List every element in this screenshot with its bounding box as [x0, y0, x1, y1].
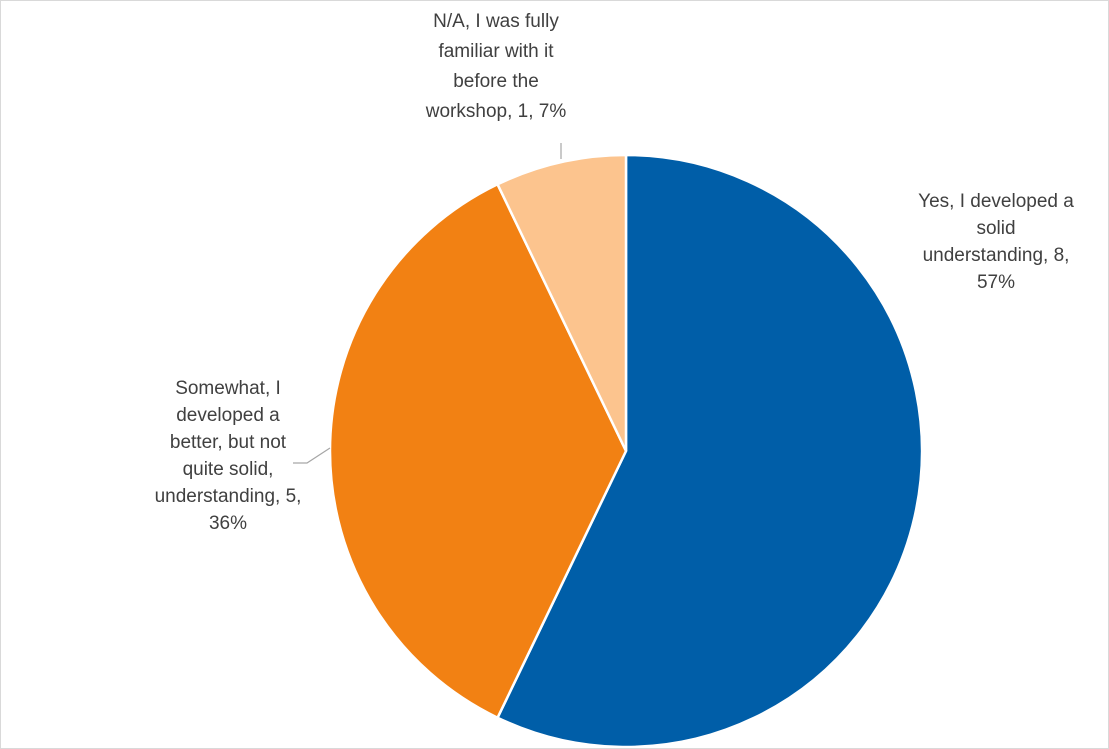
data-label-line: 36%	[209, 513, 247, 534]
leader-lines	[293, 143, 562, 464]
data-labels: Yes, I developed a solid understanding, 8,…	[155, 11, 1075, 534]
data-label-line: quite solid,	[183, 459, 274, 480]
pie-slice-1	[495, 153, 924, 748]
data-label-line: before the	[453, 71, 539, 92]
pie-slice-3	[495, 153, 628, 452]
pie-slice-2	[328, 182, 628, 720]
data-label-line: understanding, 8,	[923, 245, 1070, 266]
data-label-1: Yes, I developed a solid understanding, 8,…	[918, 191, 1074, 293]
data-label-line: familiar with it	[438, 41, 554, 62]
data-label-line: 57%	[977, 272, 1015, 293]
data-label-2: Somewhat, I developed a better, but not qui…	[155, 378, 302, 534]
leader-line-2	[293, 447, 331, 464]
data-label-line: N/A, I was fully	[433, 11, 559, 32]
data-label-line: solid	[976, 218, 1015, 239]
data-label-line: workshop, 1, 7%	[425, 101, 567, 122]
data-label-line: developed a	[176, 405, 280, 426]
data-label-line: Somewhat, I	[175, 378, 281, 399]
data-label-line: Yes, I developed a	[918, 191, 1074, 212]
data-label-3: N/A, I was fully familiar with it before t…	[425, 11, 567, 122]
pie-slices	[328, 153, 924, 748]
data-label-line: understanding, 5,	[155, 486, 302, 507]
data-label-line: better, but not	[170, 432, 287, 453]
